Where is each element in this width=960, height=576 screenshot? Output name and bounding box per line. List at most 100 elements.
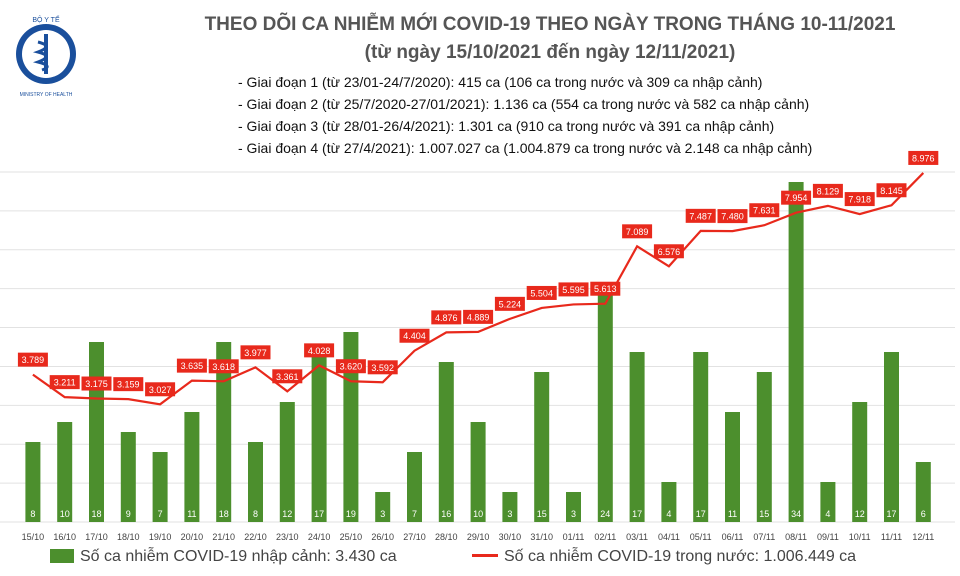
bar <box>884 352 899 522</box>
line-value-label: 8.145 <box>880 186 903 196</box>
line-label-bg <box>844 192 875 207</box>
line-series: 3.789 3.211 3.175 3.159 3.027 3.635 3.618 3.977… <box>17 150 939 406</box>
line-label-bg <box>399 328 430 343</box>
bar-value-label: 17 <box>632 509 642 519</box>
x-tick-label: 31/10 <box>530 532 553 542</box>
bar-value-label: 15 <box>537 509 547 519</box>
bar <box>534 372 550 522</box>
x-tick-label: 16/10 <box>53 532 76 542</box>
x-tick-label: 25/10 <box>340 532 363 542</box>
bar-value-label: 11 <box>728 509 737 519</box>
line-value-label: 7.631 <box>753 206 776 216</box>
bar <box>725 412 740 522</box>
x-tick-label: 18/10 <box>117 532 140 542</box>
x-tick-label: 30/10 <box>499 532 522 542</box>
line-value-label: 3.159 <box>117 380 140 390</box>
stage-4-summary: - Giai đoạn 4 (từ 27/4/2021): 1.007.027 … <box>238 140 813 156</box>
legend-bar-entry: Số ca nhiễm COVID-19 nhập cảnh: 3.430 ca <box>50 548 397 566</box>
ministry-of-health-logo: BỘ Y TẾ MINISTRY OF HEALTH <box>16 14 76 98</box>
x-tick-label: 28/10 <box>435 532 458 542</box>
x-tick-label: 23/10 <box>276 532 299 542</box>
bar <box>89 342 104 522</box>
line-label-bg <box>463 309 494 324</box>
line-label-bg <box>272 369 303 384</box>
x-tick-label: 19/10 <box>149 532 172 542</box>
line-value-label: 7.089 <box>626 227 649 237</box>
bar <box>502 492 518 522</box>
x-tick-label: 10/11 <box>849 532 871 542</box>
line-label-bg <box>590 281 621 296</box>
bar-value-label: 10 <box>60 509 70 519</box>
x-tick-label: 20/10 <box>181 532 204 542</box>
line-label-bg <box>558 282 589 297</box>
bar <box>25 442 41 522</box>
bar <box>661 482 677 522</box>
line-value-label: 3.620 <box>340 362 363 372</box>
bar-value-label: 19 <box>346 509 356 519</box>
legend-bar-swatch <box>50 549 74 563</box>
bar-value-label: 11 <box>187 509 196 519</box>
line-value-label: 4.404 <box>403 331 426 341</box>
logo-bottom-text: MINISTRY OF HEALTH <box>20 92 73 98</box>
line-value-label: 3.635 <box>181 361 204 371</box>
line-label-bg <box>526 285 557 300</box>
legend-line-entry: Số ca nhiễm COVID-19 trong nước: 1.006.4… <box>472 548 856 566</box>
x-tick-label: 07/11 <box>753 532 775 542</box>
bar <box>57 422 73 522</box>
line-value-label: 3.027 <box>149 385 172 395</box>
stage-2-summary: - Giai đoạn 2 (từ 25/7/2020-27/01/2021):… <box>238 96 810 112</box>
bar-value-label: 17 <box>696 509 706 519</box>
x-tick-label: 08/11 <box>785 532 807 542</box>
line-value-label: 3.211 <box>54 378 76 388</box>
line-value-label: 4.889 <box>467 312 490 322</box>
x-tick-label: 21/10 <box>212 532 235 542</box>
logo-serpent <box>32 40 49 72</box>
bar <box>852 402 868 522</box>
bar-value-label: 8 <box>30 509 35 519</box>
x-tick-label: 05/11 <box>690 532 712 542</box>
x-tick-label: 15/10 <box>22 532 45 542</box>
line-value-label: 3.618 <box>212 362 235 372</box>
stage-3-summary: - Giai đoạn 3 (từ 28/01-26/4/2021): 1.30… <box>238 118 775 134</box>
bar-value-label: 17 <box>314 509 324 519</box>
bar-value-label: 4 <box>825 509 830 519</box>
bar <box>693 352 709 522</box>
line-label-bg <box>622 224 653 239</box>
x-tick-label: 04/11 <box>658 532 680 542</box>
line-value-label: 8.976 <box>912 153 935 163</box>
bar <box>375 492 391 522</box>
line-label-bg <box>113 377 144 392</box>
line-label-bg <box>812 183 843 198</box>
bar <box>820 482 836 522</box>
line-value-label: 3.977 <box>244 348 267 358</box>
line-value-label: 5.595 <box>562 285 585 295</box>
bar <box>629 352 645 522</box>
legend-bar-label: Số ca nhiễm COVID-19 nhập cảnh: 3.430 ca <box>80 548 397 565</box>
bars: 8 10 18 9 7 11 18 8 12 17 19 3 7 16 10 3 15 3 24 17 4 17 11 15 3… <box>25 182 931 522</box>
bar-value-label: 24 <box>600 509 610 519</box>
line-label-bg <box>367 360 398 375</box>
bar <box>470 422 486 522</box>
x-tick-label: 27/10 <box>403 532 426 542</box>
bar <box>120 432 136 522</box>
bar <box>407 452 422 522</box>
bar-value-label: 34 <box>791 509 801 519</box>
bar <box>248 442 263 522</box>
x-tick-label: 26/10 <box>371 532 394 542</box>
bar <box>788 182 804 522</box>
line-value-label: 3.175 <box>85 379 108 389</box>
bar <box>915 462 931 522</box>
bar <box>597 282 613 522</box>
line-label-bg <box>335 359 366 374</box>
x-tick-label: 17/10 <box>85 532 108 542</box>
line-label-bg <box>653 244 684 259</box>
bar <box>311 352 327 522</box>
bar-value-label: 7 <box>158 509 163 519</box>
bar <box>279 402 295 522</box>
bar-value-label: 6 <box>921 509 926 519</box>
line-label-bg <box>17 352 48 367</box>
line-value-label: 8.129 <box>817 186 840 196</box>
line-label-bg <box>240 345 271 360</box>
line-label-bg <box>81 376 112 391</box>
